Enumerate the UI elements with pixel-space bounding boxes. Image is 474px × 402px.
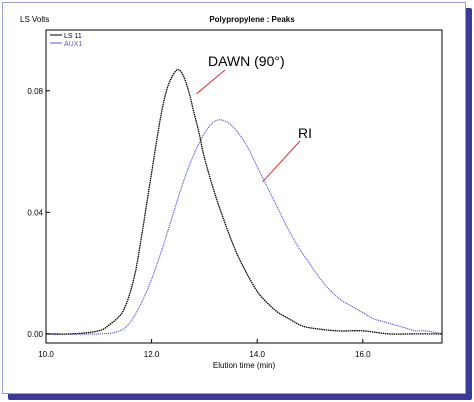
x-tick-label: 16.0 <box>355 350 371 359</box>
x-tick-label: 14.0 <box>249 350 265 359</box>
chart-frame <box>2 2 466 394</box>
legend-label-aux1: AUX1 <box>64 41 82 48</box>
legend: LS 11 AUX1 <box>50 33 82 48</box>
series-line-aux1 <box>45 119 443 335</box>
plot-area <box>45 29 443 344</box>
legend-label-ls11: LS 11 <box>64 33 82 40</box>
x-axis-label: Elution time (min) <box>213 361 276 370</box>
y-axis: 0.00 0.04 0.08 <box>27 87 50 339</box>
annotation-line-ri <box>262 140 301 183</box>
y-tick-label: 0.08 <box>27 87 43 96</box>
x-tick-label: 10.0 <box>38 350 54 359</box>
y-axis-label: LS Volts <box>20 15 49 24</box>
x-axis: 10.0 12.0 14.0 16.0 <box>38 339 371 359</box>
x-tick-label: 12.0 <box>144 350 160 359</box>
annotation-dawn: DAWN (90°) <box>208 53 285 69</box>
y-tick-label: 0.00 <box>27 330 43 339</box>
series-line-ls11 <box>45 68 442 335</box>
annotation-ri: RI <box>298 125 312 141</box>
y-tick-label: 0.04 <box>27 208 43 217</box>
chart-title: Polypropylene : Peaks <box>209 15 295 24</box>
annotation-line-dawn <box>196 69 226 95</box>
